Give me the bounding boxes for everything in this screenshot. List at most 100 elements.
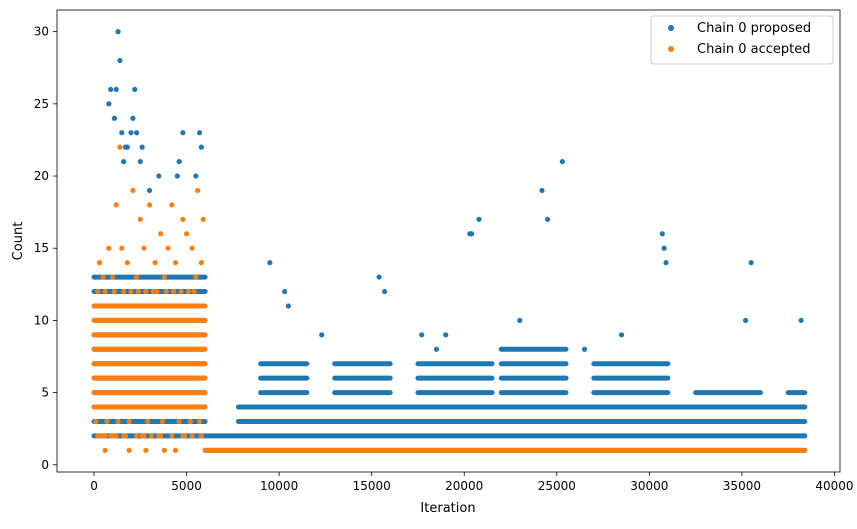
data-point — [145, 418, 151, 425]
dense-band-1-0 — [91, 375, 208, 381]
data-point — [161, 274, 167, 280]
dense-band-0-7 — [591, 375, 671, 381]
data-point — [419, 332, 425, 338]
data-point — [382, 288, 388, 295]
data-point — [180, 433, 186, 439]
data-point — [169, 202, 175, 208]
data-point — [133, 130, 140, 136]
dense-band-1-0 — [91, 404, 208, 410]
plot-frame — [56, 9, 841, 473]
x-tick-label: 40000 — [815, 479, 853, 493]
data-point — [158, 433, 164, 439]
data-point — [130, 187, 136, 194]
data-point — [109, 433, 116, 439]
data-point — [96, 260, 103, 266]
data-point — [106, 101, 112, 107]
data-point — [159, 418, 166, 425]
y-tick-label: 5 — [41, 386, 49, 400]
data-point — [121, 158, 127, 165]
data-point — [133, 433, 140, 439]
data-point — [111, 115, 117, 121]
x-tick-label: 20000 — [445, 479, 483, 493]
data-point — [198, 260, 204, 266]
dense-band-0-2 — [235, 404, 808, 410]
legend-label-proposed: Chain 0 proposed — [697, 21, 811, 36]
data-point — [126, 447, 132, 453]
dense-band-1-0 — [91, 332, 208, 338]
dense-band-0-2 — [235, 418, 808, 424]
data-point — [267, 260, 273, 266]
dense-band-0-0 — [91, 274, 208, 280]
x-tick-label: 30000 — [630, 479, 668, 493]
dense-band-1-1 — [202, 447, 808, 453]
data-point — [117, 57, 123, 64]
data-point — [176, 158, 182, 165]
data-point — [196, 130, 203, 136]
data-point — [115, 418, 121, 425]
data-point — [559, 158, 565, 165]
data-point — [659, 231, 665, 237]
dense-band-0-5 — [415, 390, 495, 396]
data-point — [154, 288, 160, 295]
data-point — [98, 433, 105, 439]
data-point — [198, 144, 204, 150]
data-point — [544, 216, 551, 222]
data-point — [171, 288, 177, 295]
data-point — [143, 447, 149, 453]
dense-band-0-4 — [332, 361, 393, 367]
data-point — [539, 187, 545, 194]
data-point — [137, 216, 143, 222]
data-point — [198, 433, 204, 439]
dense-band-1-0 — [91, 361, 208, 367]
series-1 — [91, 144, 808, 453]
dense-band-0-9 — [785, 390, 808, 396]
dense-band-0-1 — [202, 433, 808, 439]
x-tick-label: 0 — [90, 479, 98, 493]
data-point — [169, 433, 175, 439]
data-point — [581, 346, 588, 352]
y-tick-label: 25 — [34, 97, 49, 111]
data-point — [469, 231, 475, 237]
dense-band-1-0 — [91, 346, 208, 352]
data-point — [517, 317, 523, 324]
dense-band-0-3 — [258, 375, 310, 381]
data-point — [130, 115, 136, 121]
data-point — [119, 130, 125, 136]
data-point — [196, 418, 203, 425]
legend: Chain 0 proposed Chain 0 accepted — [650, 15, 834, 65]
data-point — [148, 433, 155, 439]
series-0 — [91, 29, 808, 453]
data-point — [113, 433, 119, 439]
data-point — [102, 433, 108, 439]
y-tick-label: 20 — [34, 169, 49, 183]
data-point — [661, 245, 667, 251]
data-point — [163, 288, 169, 295]
data-point — [102, 447, 108, 453]
data-point — [104, 418, 110, 425]
data-point — [117, 144, 123, 150]
data-point — [178, 288, 184, 295]
data-point — [663, 260, 669, 266]
data-point — [124, 144, 130, 150]
data-point — [124, 260, 130, 266]
data-point — [135, 288, 142, 295]
data-point — [798, 317, 804, 324]
dense-band-0-8 — [693, 390, 763, 396]
y-tick-label: 10 — [34, 313, 49, 327]
data-point — [195, 187, 201, 194]
dense-band-0-6 — [498, 361, 569, 367]
data-point — [376, 274, 382, 280]
dense-band-0-6 — [498, 375, 569, 381]
data-point — [128, 130, 134, 136]
data-point — [176, 418, 182, 425]
data-point — [189, 433, 195, 439]
dense-band-0-6 — [498, 346, 569, 352]
data-point — [187, 418, 193, 425]
dense-band-0-7 — [591, 361, 671, 367]
x-tick-label: 35000 — [723, 479, 761, 493]
dense-band-0-3 — [258, 390, 310, 396]
dense-band-0-6 — [498, 390, 569, 396]
data-point — [111, 288, 117, 295]
dense-band-1-0 — [91, 303, 208, 309]
data-point — [121, 433, 127, 439]
